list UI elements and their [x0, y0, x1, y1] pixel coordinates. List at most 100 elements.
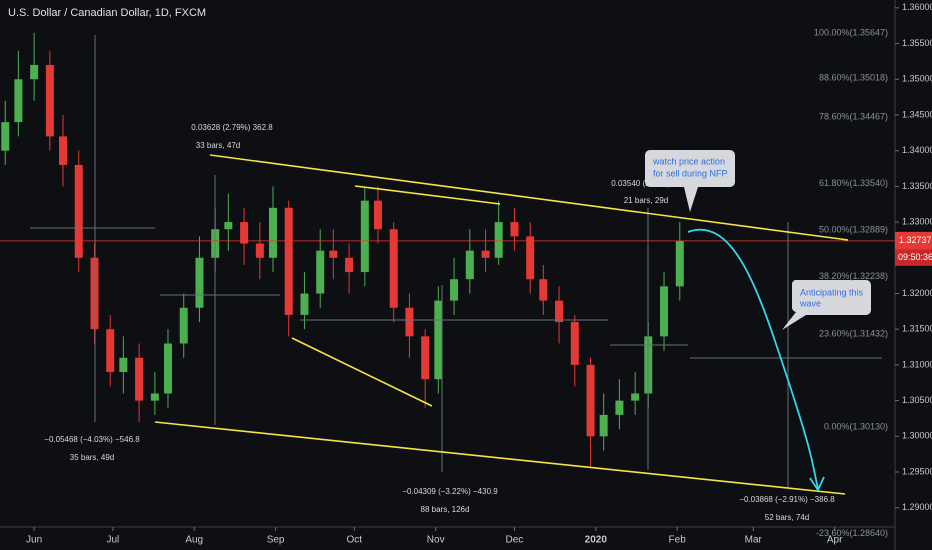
annotation: −0.05468 (−4.03%) −546.8 — [44, 435, 140, 444]
y-tick-label: 1.36000 — [902, 2, 932, 12]
candle-body — [195, 257, 204, 308]
candle-body — [329, 250, 338, 258]
candle-body — [539, 279, 548, 301]
candle-body — [631, 393, 640, 401]
candle-body — [30, 64, 39, 80]
annotation: 21 bars, 29d — [624, 196, 668, 205]
candle-body — [150, 393, 159, 401]
callout-box — [645, 150, 735, 212]
candle-body — [675, 240, 684, 287]
x-tick-label: Apr — [827, 535, 843, 546]
candle-body — [570, 322, 579, 365]
candle-body — [300, 293, 309, 315]
y-tick-label: 1.31500 — [902, 324, 932, 334]
x-tick-label: Oct — [347, 535, 363, 546]
y-tick-label: 1.30500 — [902, 395, 932, 405]
candle-body — [284, 207, 293, 315]
candle-body — [14, 79, 23, 123]
x-tick-label: Mar — [745, 535, 763, 546]
y-tick-label: 1.34000 — [902, 145, 932, 155]
candle-body — [615, 400, 624, 415]
annotation: 33 bars, 47d — [196, 141, 240, 150]
x-tick-label: Nov — [427, 535, 445, 546]
candle-body — [555, 300, 564, 323]
y-tick-label: 1.30000 — [902, 431, 932, 441]
fib-level-label: 61.80%(1.33540) — [819, 178, 888, 188]
candle-body — [494, 222, 503, 258]
candle-body — [135, 357, 144, 401]
candle-body — [119, 357, 128, 373]
annotation: 35 bars, 49d — [70, 453, 114, 462]
candle-body — [434, 300, 443, 380]
candle-body — [373, 200, 382, 230]
candle-body — [450, 279, 459, 301]
y-tick-label: 1.35500 — [902, 38, 932, 48]
callout-text: wave — [799, 298, 821, 308]
countdown-label: 09:50:36 — [898, 252, 932, 262]
trend-line — [209, 154, 849, 241]
fib-level-label: -23.60%(1.28640) — [816, 528, 888, 538]
candle-body — [316, 250, 325, 294]
candle-body — [74, 164, 83, 258]
countdown-box — [895, 249, 932, 266]
y-tick-label: 1.32000 — [902, 288, 932, 298]
candle-body — [224, 222, 233, 230]
candle-body — [360, 200, 369, 273]
candle-body — [586, 364, 595, 437]
chart-title: U.S. Dollar / Canadian Dollar, 1D, FXCM — [8, 7, 206, 19]
annotation: 88 bars, 126d — [421, 505, 470, 514]
annotation: 0.03628 (2.79%) 362.8 — [191, 123, 273, 132]
trend-line — [154, 421, 846, 495]
trend-line — [354, 185, 501, 205]
annotation: −0.03868 (−2.91%) −386.8 — [739, 495, 835, 504]
candle-body — [599, 414, 608, 437]
candle-body — [163, 343, 172, 394]
fib-level-label: 88.60%(1.35018) — [819, 72, 888, 82]
x-tick-label: Dec — [506, 535, 524, 546]
x-tick-label: Sep — [267, 535, 285, 546]
candle-body — [1, 122, 10, 151]
y-tick-label: 1.29000 — [902, 502, 932, 512]
x-tick-label: 2020 — [585, 535, 608, 546]
candle-body — [345, 257, 354, 273]
measure-lines — [30, 35, 882, 488]
y-tick-label: 1.33500 — [902, 181, 932, 191]
candle-body — [255, 243, 264, 258]
callout-text: Anticipating this — [800, 287, 864, 297]
candle-body — [526, 236, 535, 280]
candle-body — [268, 207, 277, 258]
callout-box — [782, 280, 871, 330]
candle-body — [421, 336, 430, 380]
candle-body — [660, 286, 669, 337]
y-tick-label: 1.33000 — [902, 216, 932, 226]
annotation: −0.04309 (−3.22%) −430.9 — [402, 487, 498, 496]
candle-body — [481, 250, 490, 258]
candle-body — [90, 257, 99, 330]
candle-body — [405, 307, 414, 337]
candle-body — [465, 250, 474, 280]
fib-level-label: 38.20%(1.32238) — [819, 271, 888, 281]
y-tick-label: 1.35000 — [902, 74, 932, 84]
x-tick-label: Feb — [669, 535, 687, 546]
projection-curve — [687, 228, 819, 489]
y-tick-label: 1.34500 — [902, 109, 932, 119]
fib-level-label: 23.60%(1.31432) — [819, 328, 888, 338]
fib-level-label: 100.00%(1.35647) — [814, 27, 888, 37]
callout-text: for sell during NFP — [653, 168, 728, 178]
x-tick-label: Jun — [26, 535, 42, 546]
fib-level-label: 78.60%(1.34467) — [819, 112, 888, 122]
candle-body — [106, 329, 115, 373]
candle-body — [389, 229, 398, 308]
x-tick-label: Jul — [106, 535, 119, 546]
callout-text: watch price action — [652, 156, 725, 166]
candle-body — [45, 64, 54, 137]
annotation: 52 bars, 74d — [765, 513, 809, 522]
candle-body — [58, 136, 67, 165]
x-tick-label: Aug — [185, 535, 203, 546]
y-tick-label: 1.29500 — [902, 466, 932, 476]
candle-body — [179, 307, 188, 344]
last-price-label: 1.32737 — [899, 235, 932, 245]
y-tick-label: 1.31000 — [902, 359, 932, 369]
